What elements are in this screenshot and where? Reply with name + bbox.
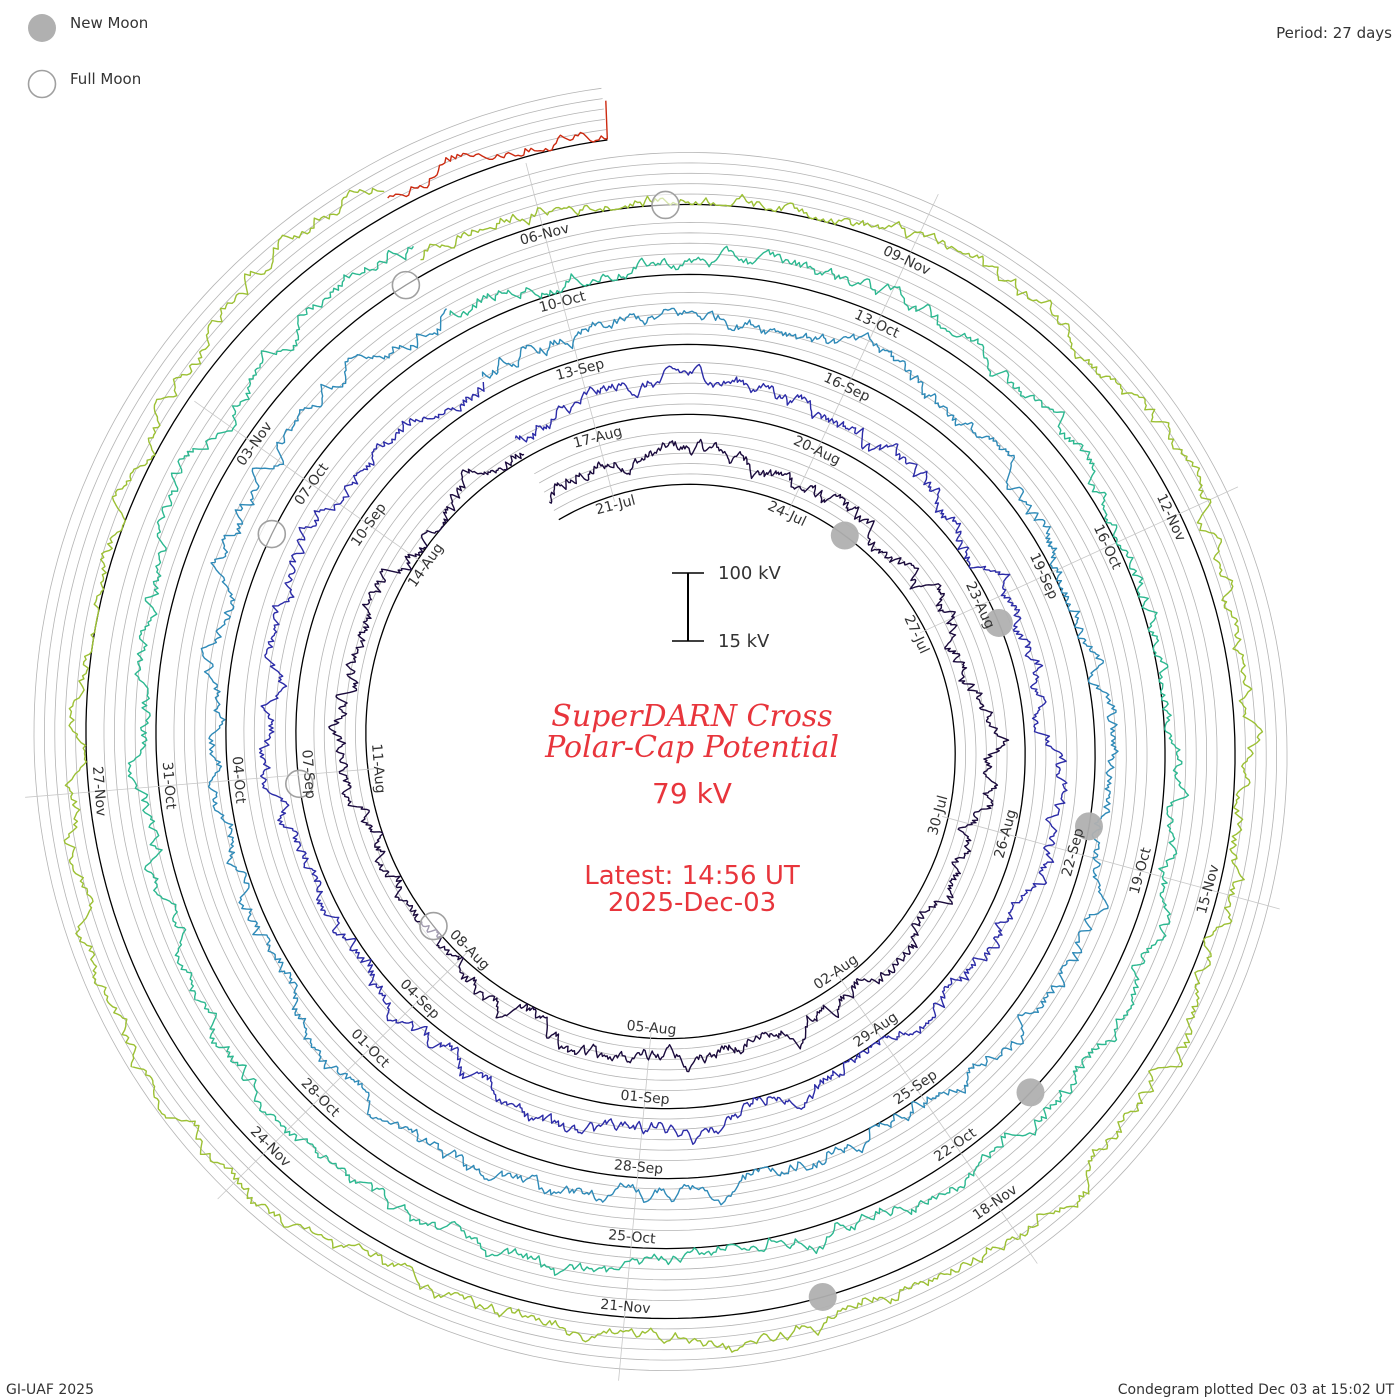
radial-tick-line (267, 1100, 318, 1151)
scale-bar: 100 kV 15 kV (672, 563, 782, 652)
new-moon-marker (1016, 1078, 1045, 1107)
scale-bar-top-label: 100 kV (718, 563, 782, 584)
new-moon-marker (984, 608, 1013, 637)
grid-baseline-15kV (85, 139, 1236, 1320)
radial-tick-line (525, 162, 545, 231)
full-moon-marker (285, 769, 314, 799)
radial-day-lines (25, 162, 1280, 1381)
new-moon-marker (1074, 812, 1103, 841)
radial-tick-line (942, 816, 1010, 836)
series-turn-2 (200, 307, 1119, 1206)
latest-date-label: 2025-Dec-03 (608, 888, 776, 918)
radial-tick-line (164, 779, 235, 787)
radial-tick-line (644, 1032, 652, 1102)
radial-tick-line (637, 1101, 645, 1172)
date-tick-label: 31-Oct (159, 761, 179, 810)
full-moon-marker (391, 270, 421, 300)
radial-tick-line (631, 1171, 639, 1242)
radial-tick-line (308, 481, 366, 523)
date-tick-label: 07-Sep (298, 749, 318, 800)
title-line-1: SuperDARN Cross (551, 699, 832, 734)
date-tick-label: 27-Nov (89, 766, 109, 817)
moon-markers (257, 190, 1103, 1311)
series-turn-5 (387, 100, 608, 199)
radial-tick-line (624, 1241, 632, 1312)
radial-tick-line (788, 447, 819, 511)
date-tick-label: 21-Nov (600, 1297, 651, 1318)
radial-tick-line (997, 1205, 1038, 1264)
scale-bar-bottom-label: 15 kV (718, 631, 770, 652)
new-moon-marker (830, 521, 859, 550)
full-moon-legend-icon (27, 69, 57, 99)
radial-tick-line (1110, 515, 1175, 546)
radial-tick-line (366, 1001, 418, 1052)
radial-tick-line (957, 1148, 998, 1207)
radial-tick-line (917, 1090, 959, 1149)
series-turn-3 (127, 245, 1190, 1276)
radial-tick-line (848, 320, 879, 385)
radial-tick-line (1212, 890, 1280, 910)
radial-tick-line (543, 230, 562, 299)
full-moon-marker (419, 911, 448, 941)
radial-tick-line (837, 975, 879, 1034)
date-tick-label: 01-Sep (620, 1088, 671, 1108)
legend: New Moon Full Moon (27, 14, 148, 99)
radial-tick-line (907, 193, 939, 258)
radial-tick-line (25, 791, 95, 798)
radial-tick-line (877, 1033, 919, 1092)
date-tick-label: 25-Oct (608, 1227, 657, 1247)
series-turn-0 (328, 438, 1010, 1073)
radial-tick-line (983, 574, 1048, 605)
new-moon-legend-icon (28, 14, 56, 42)
radial-tick-line (560, 298, 580, 367)
radial-tick-line (878, 257, 909, 321)
latest-time-label: Latest: 14:56 UT (584, 861, 800, 891)
grid-level-line (43, 98, 1277, 1361)
radial-tick-line (1144, 871, 1213, 891)
full-moon-marker (651, 190, 680, 220)
radial-tick-line (1174, 486, 1239, 517)
radial-tick-line (194, 400, 252, 442)
new-moon-marker (808, 1282, 837, 1311)
date-tick-label: 05-Aug (626, 1018, 677, 1039)
grid-level-line (75, 129, 1246, 1330)
series-turn-1 (258, 363, 1068, 1145)
radial-tick-line (919, 603, 984, 634)
series-turn-4 (63, 187, 1264, 1353)
footer-plotted: Condegram plotted Dec 03 at 15:02 UT (1118, 1382, 1395, 1398)
grid-level-line (54, 108, 1267, 1351)
radial-tick-line (251, 441, 309, 483)
date-tick-label: 28-Sep (613, 1157, 664, 1177)
radial-tick-line (94, 785, 165, 792)
title-line-2: Polar-Cap Potential (544, 730, 839, 765)
period-label: Period: 27 days (1276, 24, 1392, 42)
date-tick-label: 11-Aug (368, 743, 388, 794)
radial-tick-line (217, 1149, 268, 1200)
full-moon-marker (257, 519, 287, 549)
date-tick-label: 04-Oct (228, 756, 248, 805)
footer-credit: GI-UAF 2025 (6, 1382, 94, 1398)
current-potential-value: 79 kV (652, 777, 732, 810)
new-moon-legend-label: New Moon (70, 14, 148, 32)
radial-tick-line (578, 366, 598, 434)
radial-tick-line (316, 1051, 368, 1101)
radial-tick-line (818, 383, 849, 448)
grid-level-line (64, 118, 1257, 1340)
title-block: SuperDARN Cross Polar-Cap Potential 79 k… (544, 699, 839, 918)
radial-tick-line (1077, 853, 1145, 873)
spiral-grid (33, 87, 1288, 1371)
grid-level-line (33, 87, 1288, 1371)
full-moon-legend-label: Full Moon (70, 70, 141, 88)
radial-tick-line (1009, 834, 1078, 854)
radial-tick-line (416, 952, 467, 1003)
radial-tick-line (596, 433, 615, 502)
radial-tick-line (618, 1310, 626, 1381)
potential-series (63, 100, 1264, 1353)
